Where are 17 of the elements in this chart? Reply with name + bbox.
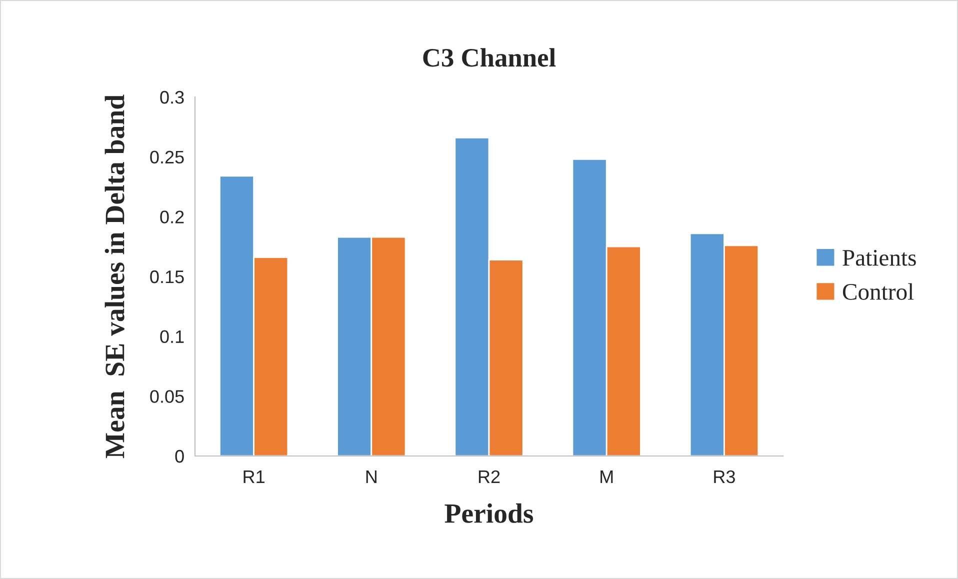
x-tick-label: R1 [244, 470, 264, 483]
x-tick-label: R3 [714, 470, 735, 484]
x-tick-label: N [366, 470, 376, 483]
y-tick-label: 0.1 [160, 330, 184, 344]
y-axis-title: Mean SE values in Delta band [104, 94, 124, 458]
y-tick-label: 0 [175, 450, 184, 463]
legend-label: Control [842, 283, 914, 300]
x-tick-label: R2 [478, 470, 500, 483]
y-tick-label: 0.15 [150, 270, 184, 284]
legend-label: Patients [842, 250, 916, 266]
x-tick-label: M [600, 470, 613, 483]
y-tick-label: 0.3 [160, 90, 184, 104]
x-axis-title: Periods [444, 503, 534, 523]
chart-title: C3 Channel [423, 48, 556, 67]
y-tick-label: 0.25 [150, 150, 184, 164]
y-tick-label: 0.2 [160, 210, 184, 224]
y-tick-label: 0.05 [150, 390, 184, 403]
